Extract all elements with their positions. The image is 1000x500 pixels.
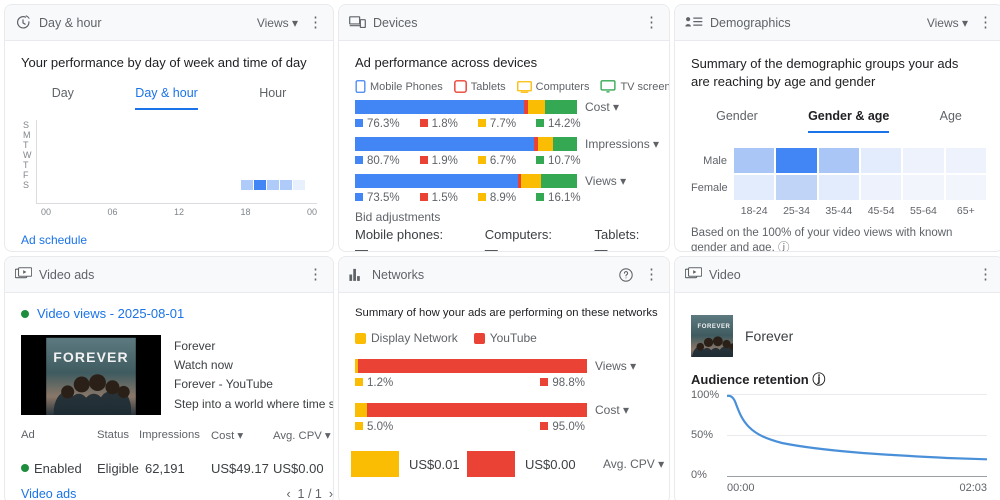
svg-text:FOREVER: FOREVER: [53, 349, 129, 365]
svg-text:FOREVER: FOREVER: [698, 324, 731, 330]
